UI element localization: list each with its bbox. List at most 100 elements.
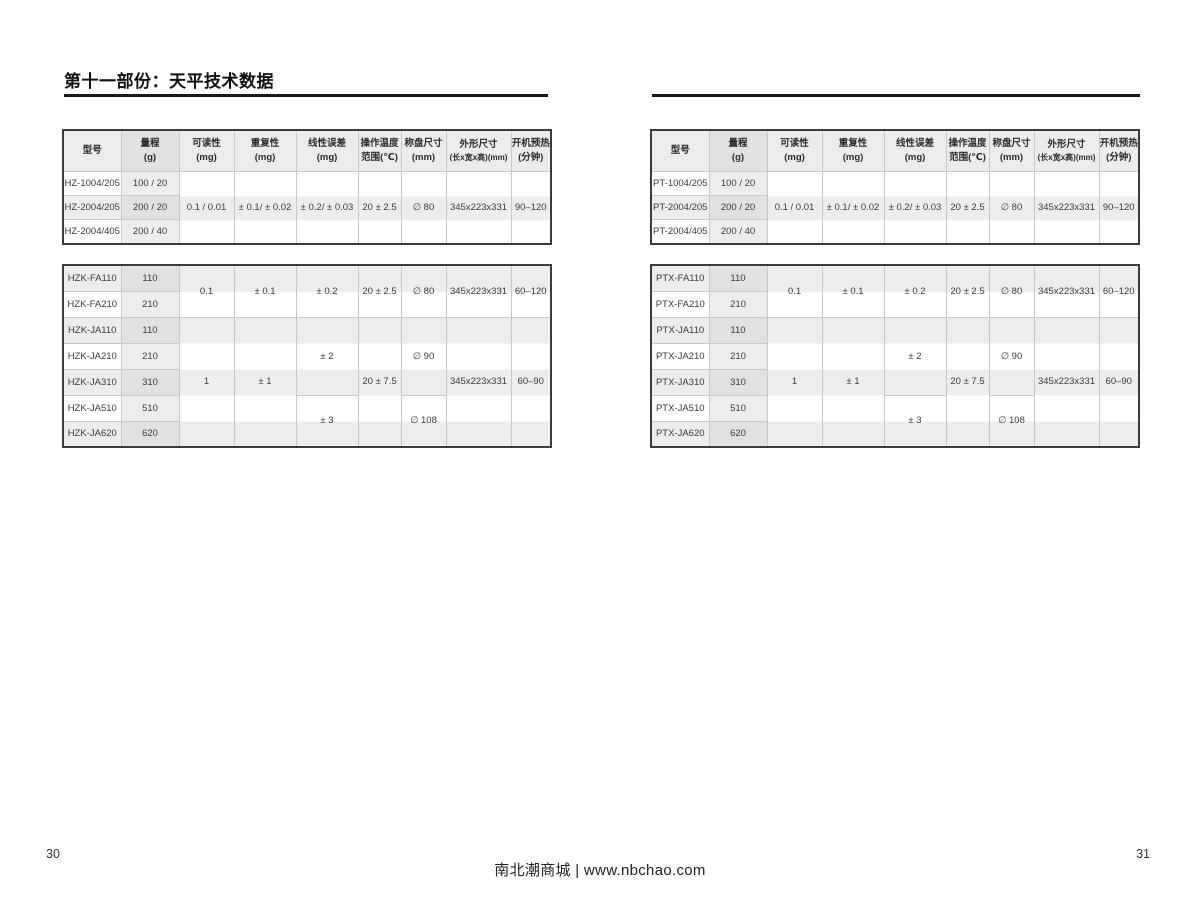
dimensions-cell: 345x223x331 bbox=[1033, 316, 1100, 448]
page-number-right: 31 bbox=[1136, 847, 1150, 861]
table-row: HZK-JA110 110 1 ± 1 ± 2 20 ± 7.5 ∅ 90 34… bbox=[62, 316, 552, 448]
warmup-cell: 90–120 bbox=[510, 171, 552, 244]
table-row: PTX-JA210 210 bbox=[650, 342, 1139, 370]
range-cell: 510 bbox=[708, 394, 768, 422]
header-row: 型号 量程 (g) 可读性 (mg) 重复性 (mg) 线性误差 (mg) 操作温度 范围… bbox=[650, 129, 1140, 172]
page-title: 第十一部份：天平技术数据 bbox=[64, 72, 274, 91]
warmup-cell: 60–120 bbox=[1098, 264, 1140, 318]
range-cell: 110 bbox=[120, 264, 180, 292]
linearity-cell: ± 3 bbox=[883, 394, 947, 448]
range-cell: 210 bbox=[708, 342, 768, 370]
range-cell: 510 bbox=[120, 394, 180, 422]
col-header-pan-size: 称盘尺寸 (mm) bbox=[988, 129, 1035, 172]
spec-table-right-top: 型号 量程 (g) 可读性 (mg) 重复性 (mg) 线性误差 (mg) 操作温度 范围… bbox=[650, 129, 1140, 245]
dimensions-cell: 345x223x331 bbox=[1033, 171, 1100, 244]
table-row: HZK-FA210 210 bbox=[62, 290, 551, 318]
col-header-linearity: 线性误差 (mg) bbox=[883, 129, 947, 172]
repeatability-cell: ± 0.1/ ± 0.02 bbox=[821, 171, 885, 244]
linearity-cell: ± 0.2/ ± 0.03 bbox=[295, 171, 359, 244]
pan-size-cell: ∅ 90 bbox=[400, 316, 447, 396]
model-cell: PTX-JA110 bbox=[650, 316, 710, 344]
temperature-cell: 20 ± 2.5 bbox=[357, 264, 402, 318]
table-row: PTX-FA210 210 bbox=[650, 290, 1139, 318]
page-number-left: 30 bbox=[46, 847, 60, 861]
table-row: HZ-1004/205 100 / 20 0.1 / 0.01 ± 0.1/ ±… bbox=[62, 171, 552, 244]
range-cell: 100 / 20 bbox=[120, 171, 180, 196]
model-cell: PTX-FA110 bbox=[650, 264, 710, 292]
table-row: PT-2004/205 200 / 20 bbox=[650, 195, 1139, 220]
temperature-cell: 20 ± 2.5 bbox=[945, 171, 990, 244]
model-cell: HZK-JA310 bbox=[62, 368, 122, 396]
repeatability-cell: ± 0.1 bbox=[233, 264, 297, 318]
model-cell: PT-2004/205 bbox=[650, 195, 710, 220]
temperature-cell: 20 ± 2.5 bbox=[945, 264, 990, 318]
col-header-range: 量程 (g) bbox=[708, 129, 768, 172]
readability-cell: 0.1 / 0.01 bbox=[178, 171, 235, 244]
col-header-linearity: 线性误差 (mg) bbox=[295, 129, 359, 172]
dimensions-cell: 345x223x331 bbox=[1033, 264, 1100, 318]
col-header-warmup: 开机预热 (分钟) bbox=[510, 129, 552, 172]
range-cell: 110 bbox=[708, 316, 768, 344]
model-cell: HZK-JA210 bbox=[62, 342, 122, 370]
pan-size-cell: ∅ 80 bbox=[988, 264, 1035, 318]
model-cell: HZ-2004/405 bbox=[62, 219, 122, 244]
range-cell: 210 bbox=[120, 342, 180, 370]
linearity-cell: ± 0.2 bbox=[295, 264, 359, 318]
model-cell: HZK-JA510 bbox=[62, 394, 122, 422]
warmup-cell: 60–90 bbox=[1098, 316, 1140, 448]
readability-cell: 1 bbox=[178, 316, 235, 448]
dimensions-cell: 345x223x331 bbox=[445, 171, 512, 244]
table-row: HZ-2004/405 200 / 40 bbox=[62, 219, 551, 244]
pan-size-cell: ∅ 80 bbox=[400, 171, 447, 244]
col-header-model: 型号 bbox=[62, 129, 122, 172]
model-cell: HZK-JA110 bbox=[62, 316, 122, 344]
range-cell: 100 / 20 bbox=[708, 171, 768, 196]
table-row: PTX-JA310 310 bbox=[650, 368, 1139, 396]
model-cell: PTX-JA210 bbox=[650, 342, 710, 370]
model-cell: PTX-JA310 bbox=[650, 368, 710, 396]
linearity-cell: ± 2 bbox=[295, 316, 359, 396]
model-cell: HZK-FA210 bbox=[62, 290, 122, 318]
title-underline-left bbox=[64, 94, 548, 97]
pan-size-cell: ∅ 90 bbox=[988, 316, 1035, 396]
table-row: PTX-JA510 510 ± 3 ∅ 108 bbox=[650, 394, 1139, 448]
readability-cell: 0.1 / 0.01 bbox=[766, 171, 823, 244]
model-cell: HZK-FA110 bbox=[62, 264, 122, 292]
range-cell: 110 bbox=[120, 316, 180, 344]
linearity-cell: ± 2 bbox=[883, 316, 947, 396]
spec-table-right-bottom: PTX-FA110 110 0.1 ± 0.1 ± 0.2 20 ± 2.5 ∅… bbox=[650, 264, 1140, 448]
dimensions-cell: 345x223x331 bbox=[445, 316, 512, 448]
model-cell: HZK-JA620 bbox=[62, 420, 122, 448]
model-cell: HZ-2004/205 bbox=[62, 195, 122, 220]
range-cell: 200 / 20 bbox=[120, 195, 180, 220]
temperature-cell: 20 ± 2.5 bbox=[357, 171, 402, 244]
model-cell: PTX-JA620 bbox=[650, 420, 710, 448]
range-cell: 210 bbox=[708, 290, 768, 318]
col-header-range: 量程 (g) bbox=[120, 129, 180, 172]
repeatability-cell: ± 1 bbox=[821, 316, 885, 448]
temperature-cell: 20 ± 7.5 bbox=[945, 316, 990, 448]
spec-table-left-bottom: HZK-FA110 110 0.1 ± 0.1 ± 0.2 20 ± 2.5 ∅… bbox=[62, 264, 552, 448]
range-cell: 620 bbox=[120, 420, 180, 448]
linearity-cell: ± 0.2/ ± 0.03 bbox=[883, 171, 947, 244]
col-header-dimensions: 外形尺寸 (长x宽x高)(mm) bbox=[1033, 129, 1100, 172]
table-row: PTX-FA110 110 0.1 ± 0.1 ± 0.2 20 ± 2.5 ∅… bbox=[650, 264, 1140, 318]
col-header-readability: 可读性 (mg) bbox=[766, 129, 823, 172]
range-cell: 200 / 40 bbox=[120, 219, 180, 244]
linearity-cell: ± 3 bbox=[295, 394, 359, 448]
col-header-model: 型号 bbox=[650, 129, 710, 172]
col-header-repeatability: 重复性 (mg) bbox=[821, 129, 885, 172]
warmup-cell: 60–120 bbox=[510, 264, 552, 318]
pan-size-cell: ∅ 80 bbox=[400, 264, 447, 318]
table-row: HZ-2004/205 200 / 20 bbox=[62, 195, 551, 220]
repeatability-cell: ± 1 bbox=[233, 316, 297, 448]
table-row: PTX-JA620 620 bbox=[650, 420, 1139, 448]
model-cell: PTX-JA510 bbox=[650, 394, 710, 422]
col-header-warmup: 开机预热 (分钟) bbox=[1098, 129, 1140, 172]
range-cell: 200 / 40 bbox=[708, 219, 768, 244]
range-cell: 620 bbox=[708, 420, 768, 448]
title-underline-right bbox=[652, 94, 1140, 97]
repeatability-cell: ± 0.1/ ± 0.02 bbox=[233, 171, 297, 244]
col-header-readability: 可读性 (mg) bbox=[178, 129, 235, 172]
temperature-cell: 20 ± 7.5 bbox=[357, 316, 402, 448]
